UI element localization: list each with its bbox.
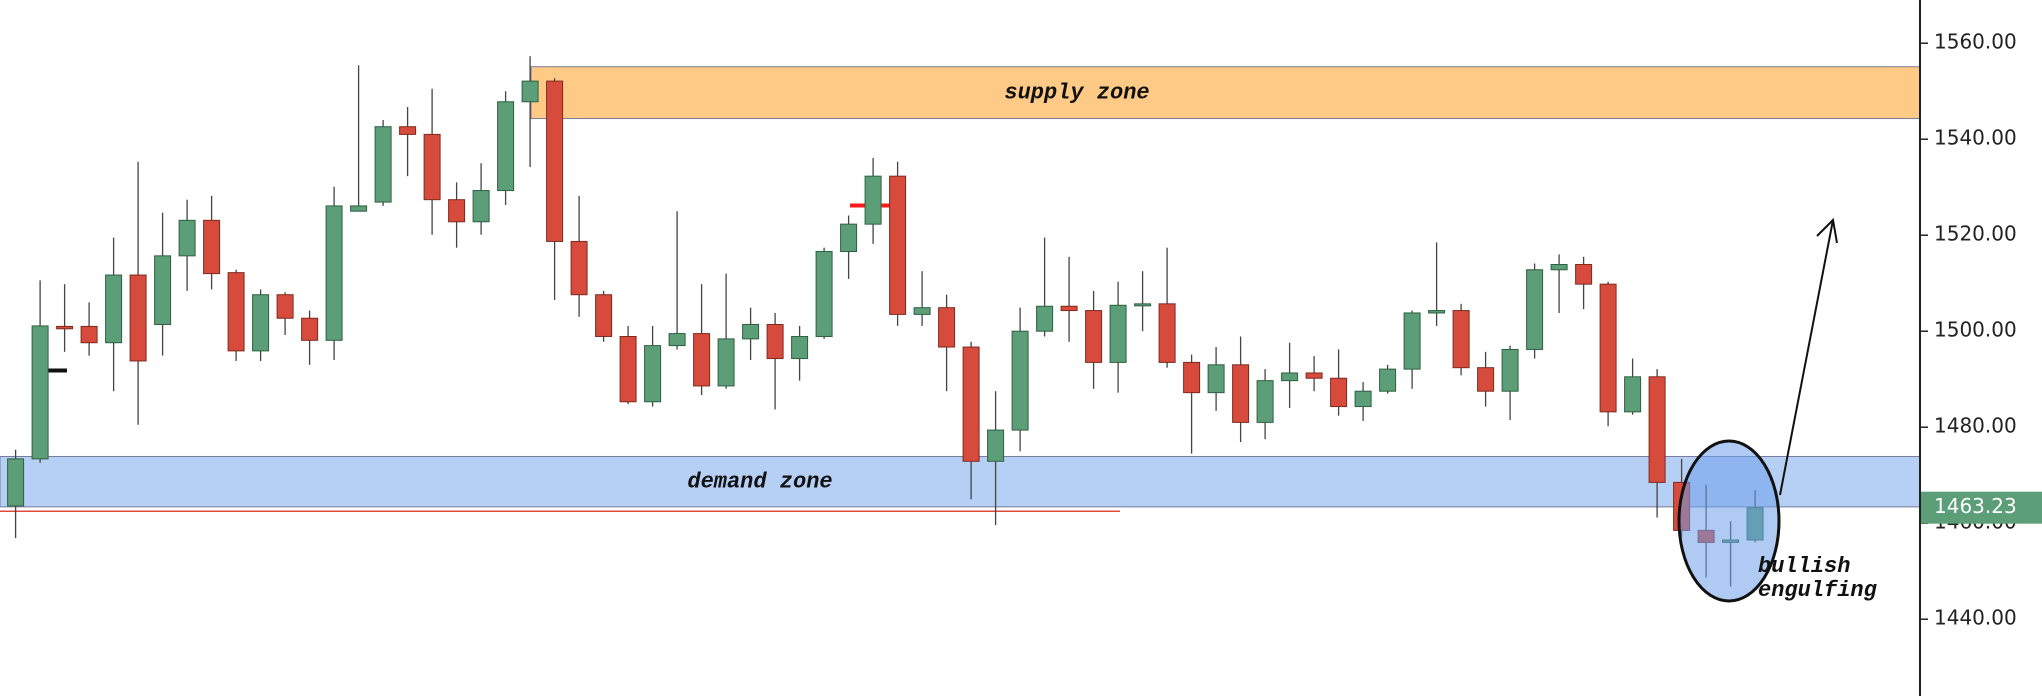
candle-body — [987, 429, 1005, 462]
candle-body — [570, 240, 588, 296]
candle-body — [668, 333, 686, 347]
candle-body — [105, 274, 123, 344]
candle-body — [1305, 372, 1323, 379]
annotation-text: bullish — [1758, 554, 1850, 579]
candle-body — [546, 80, 564, 242]
candle-body — [1183, 361, 1201, 394]
candle-body — [154, 255, 172, 325]
y-tick-label: 1500.00 — [1934, 318, 2017, 342]
candle-body — [1624, 376, 1642, 413]
candle-body — [840, 223, 858, 253]
candle-body — [1575, 263, 1593, 285]
candle-body — [889, 175, 907, 315]
candle-body — [227, 272, 245, 352]
candle-body — [178, 219, 196, 257]
candle-body — [766, 323, 784, 360]
candle-body — [742, 323, 760, 340]
candle-body — [448, 199, 466, 223]
y-tick-label: 1560.00 — [1934, 30, 2017, 54]
candle-body — [1158, 303, 1176, 363]
candle-body — [1060, 305, 1078, 312]
candle-body — [325, 205, 343, 341]
last-price-label: 1463.23 — [1934, 494, 2017, 518]
candle-body — [497, 101, 515, 192]
y-tick-label: 1480.00 — [1934, 414, 2017, 438]
candle-body — [913, 307, 931, 315]
candle-body — [1526, 269, 1544, 350]
highlight-ellipse — [1677, 439, 1781, 603]
candle-body — [399, 126, 417, 135]
arrow-head — [1816, 217, 1838, 244]
candle-body — [962, 346, 980, 462]
y-tick-label: 1540.00 — [1934, 126, 2017, 150]
candle-body — [1648, 376, 1666, 483]
candle-body — [1452, 310, 1470, 369]
candle-body — [693, 333, 711, 387]
zones: supply zone demand zone — [0, 66, 1921, 512]
candle-body — [80, 325, 98, 344]
candle-body — [56, 325, 74, 330]
candle-body — [1207, 364, 1225, 394]
candle-body — [521, 80, 539, 103]
candle-body — [301, 317, 319, 341]
candle-body — [1232, 364, 1250, 423]
candle-body — [374, 126, 392, 203]
annotation-text: engulfing — [1758, 578, 1878, 603]
candles — [7, 56, 1764, 587]
candle-body — [938, 307, 956, 348]
zone — [530, 66, 1921, 120]
candle-body — [472, 190, 490, 223]
candle-body — [717, 338, 735, 387]
candle-body — [1428, 310, 1446, 314]
zone-label: demand zone — [687, 469, 832, 494]
y-tick-label: 1440.00 — [1934, 606, 2017, 630]
last-price-box — [1921, 491, 2042, 524]
candle-body — [423, 133, 441, 201]
candle-body — [644, 345, 662, 403]
candle-body — [276, 294, 294, 319]
candle-body — [1281, 372, 1299, 382]
candle-body — [864, 175, 882, 225]
price-axis-labels: 1440.001460.001480.001500.001520.001540.… — [1920, 30, 2042, 630]
candle-body — [815, 251, 833, 337]
candle-body — [31, 325, 49, 460]
zone-label: supply zone — [1004, 80, 1149, 105]
candle-body — [1011, 330, 1029, 431]
candle-body — [203, 219, 221, 275]
candle-body — [1550, 263, 1568, 271]
candle-body — [252, 294, 270, 352]
candle-body — [1477, 367, 1495, 392]
candle-body — [1379, 368, 1397, 392]
arrow-line — [1779, 219, 1834, 496]
y-tick-label: 1520.00 — [1934, 222, 2017, 246]
candle-body — [1330, 377, 1348, 408]
candle-body — [1256, 380, 1274, 423]
candle-body — [129, 274, 147, 362]
zone — [0, 455, 1921, 508]
candle-body — [1036, 305, 1054, 332]
candle-body — [619, 335, 637, 403]
candle-body — [1134, 303, 1152, 307]
candle-body — [7, 458, 25, 507]
candle-body — [1354, 390, 1372, 408]
candle-body — [1403, 312, 1421, 370]
candle-body — [1599, 283, 1617, 413]
candle-body — [595, 294, 613, 337]
candle-body — [1501, 348, 1519, 392]
candle-body — [791, 335, 809, 360]
candle-body — [1085, 310, 1103, 363]
candle-body — [1109, 304, 1127, 363]
candle-body — [350, 205, 368, 212]
